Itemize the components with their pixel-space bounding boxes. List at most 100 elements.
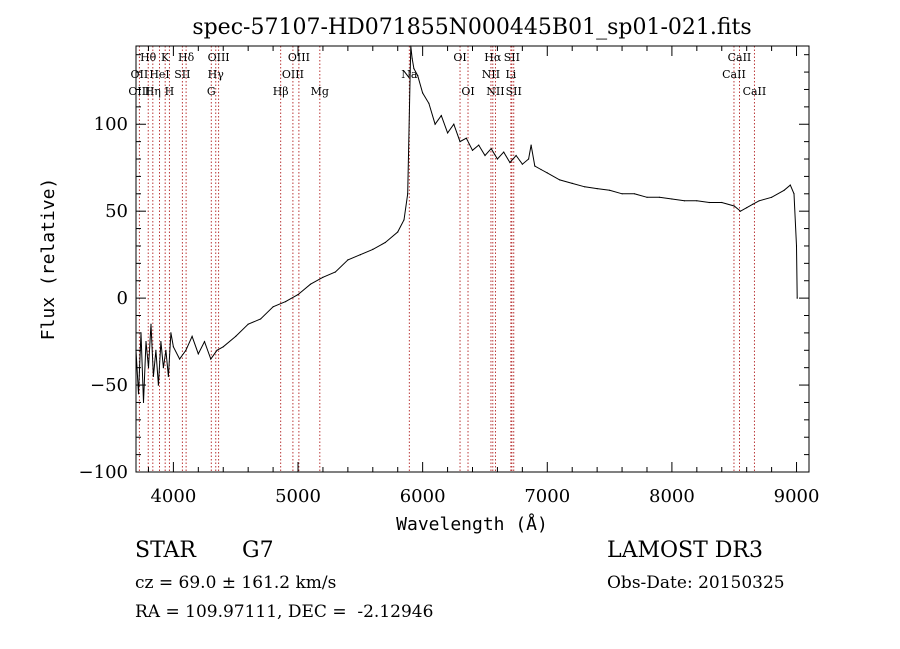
data-point-19 [197, 353, 199, 355]
line-label-18: OIII [128, 85, 150, 98]
chart-title: spec-57107-HD071855N000445B01_sp01-021.f… [192, 15, 751, 40]
x-tick-label-6000: 6000 [400, 486, 446, 507]
data-point-57 [496, 158, 498, 160]
data-point-55 [484, 154, 486, 157]
data-point-65 [540, 168, 542, 171]
data-point-25 [247, 323, 249, 325]
data-point-50 [453, 123, 455, 125]
line-label-5: OI [453, 51, 466, 64]
data-point-36 [384, 241, 386, 244]
y-tick-label-100: 100 [94, 114, 128, 135]
data-point-42 [411, 57, 413, 59]
data-point-87 [783, 189, 785, 191]
line-label-1: K [161, 51, 170, 64]
x-tick-label-7000: 7000 [524, 486, 570, 507]
data-point-16 [179, 358, 181, 360]
data-point-47 [434, 123, 436, 125]
y-tick-label-50: 50 [105, 201, 128, 222]
data-point-80 [721, 201, 723, 204]
line-label-17: CaII [722, 68, 746, 81]
data-point-52 [465, 137, 467, 139]
line-label-26: SII [506, 85, 522, 98]
data-point-90 [795, 245, 798, 247]
data-point-73 [633, 193, 636, 195]
data-point-11 [162, 367, 164, 369]
data-point-27 [272, 306, 274, 308]
line-label-8: CaII [728, 51, 752, 64]
data-point-38 [403, 219, 405, 221]
data-point-7 [152, 375, 154, 377]
x-tick-label-5000: 5000 [275, 486, 321, 507]
data-point-31 [322, 276, 324, 278]
data-point-62 [528, 158, 530, 160]
data-point-70 [596, 188, 598, 190]
object-subclass: G7 [242, 538, 274, 563]
data-point-40 [409, 71, 411, 73]
y-axis-label: Flux (relative) [38, 178, 59, 341]
data-point-34 [359, 254, 361, 256]
data-point-6 [150, 323, 152, 325]
y-tick-label--50: −50 [90, 375, 128, 396]
data-point-17 [185, 349, 187, 351]
data-point-23 [222, 346, 224, 348]
data-point-26 [260, 318, 262, 320]
coordinates-readout: RA = 109.97111, DEC = -2.12946 [135, 602, 434, 622]
data-point-78 [696, 200, 698, 202]
data-point-67 [559, 179, 561, 181]
line-label-16: Li [505, 68, 516, 81]
data-point-35 [372, 248, 374, 250]
line-label-0: Hθ [140, 51, 157, 64]
data-point-75 [658, 196, 661, 198]
data-point-60 [515, 154, 517, 157]
data-point-68 [571, 182, 573, 184]
data-point-66 [546, 172, 548, 174]
x-tick-label-9000: 9000 [774, 486, 820, 507]
data-point-58 [503, 151, 505, 153]
line-label-10: HeI [149, 68, 169, 81]
obs-date: Obs-Date: 20150325 [607, 573, 785, 593]
data-point-18 [191, 335, 193, 337]
data-point-46 [428, 102, 430, 104]
data-point-64 [534, 165, 536, 167]
data-point-12 [165, 349, 167, 351]
object-class: STAR [135, 538, 196, 563]
data-point-56 [490, 148, 492, 150]
data-point-79 [708, 201, 710, 204]
data-point-74 [646, 196, 648, 198]
data-point-4 [145, 341, 147, 343]
data-point-53 [471, 149, 474, 151]
data-point-37 [397, 231, 399, 233]
data-point-76 [671, 198, 673, 200]
data-point-28 [285, 301, 287, 303]
data-point-43 [413, 68, 415, 70]
x-tick-label-8000: 8000 [649, 486, 695, 507]
data-point-49 [447, 132, 449, 134]
line-label-15: NII [482, 68, 500, 81]
data-point-61 [521, 163, 524, 165]
data-point-1 [137, 393, 140, 395]
line-label-21: G [207, 85, 216, 98]
data-point-86 [771, 196, 773, 198]
data-point-51 [459, 141, 461, 143]
line-label-2: Hδ [178, 51, 195, 64]
data-point-21 [210, 358, 212, 360]
line-label-9: OII [131, 68, 149, 81]
spectrum-plot: spec-57107-HD071855N000445B01_sp01-021.f… [38, 15, 820, 535]
data-point-24 [235, 335, 237, 337]
data-point-63 [530, 144, 532, 146]
data-point-8 [155, 349, 157, 351]
redshift-readout: cz = 69.0 ± 161.2 km/s [135, 573, 337, 593]
data-point-77 [683, 200, 686, 202]
data-point-14 [170, 332, 172, 334]
line-label-24: OI [461, 85, 474, 98]
data-point-10 [160, 341, 162, 343]
data-point-82 [739, 210, 742, 212]
line-markers [138, 46, 755, 472]
line-label-20: H [165, 85, 175, 98]
data-point-20 [203, 341, 206, 343]
line-label-27: CaII [743, 85, 767, 98]
y-tick-label-0: 0 [117, 288, 128, 309]
data-point-32 [334, 271, 336, 273]
